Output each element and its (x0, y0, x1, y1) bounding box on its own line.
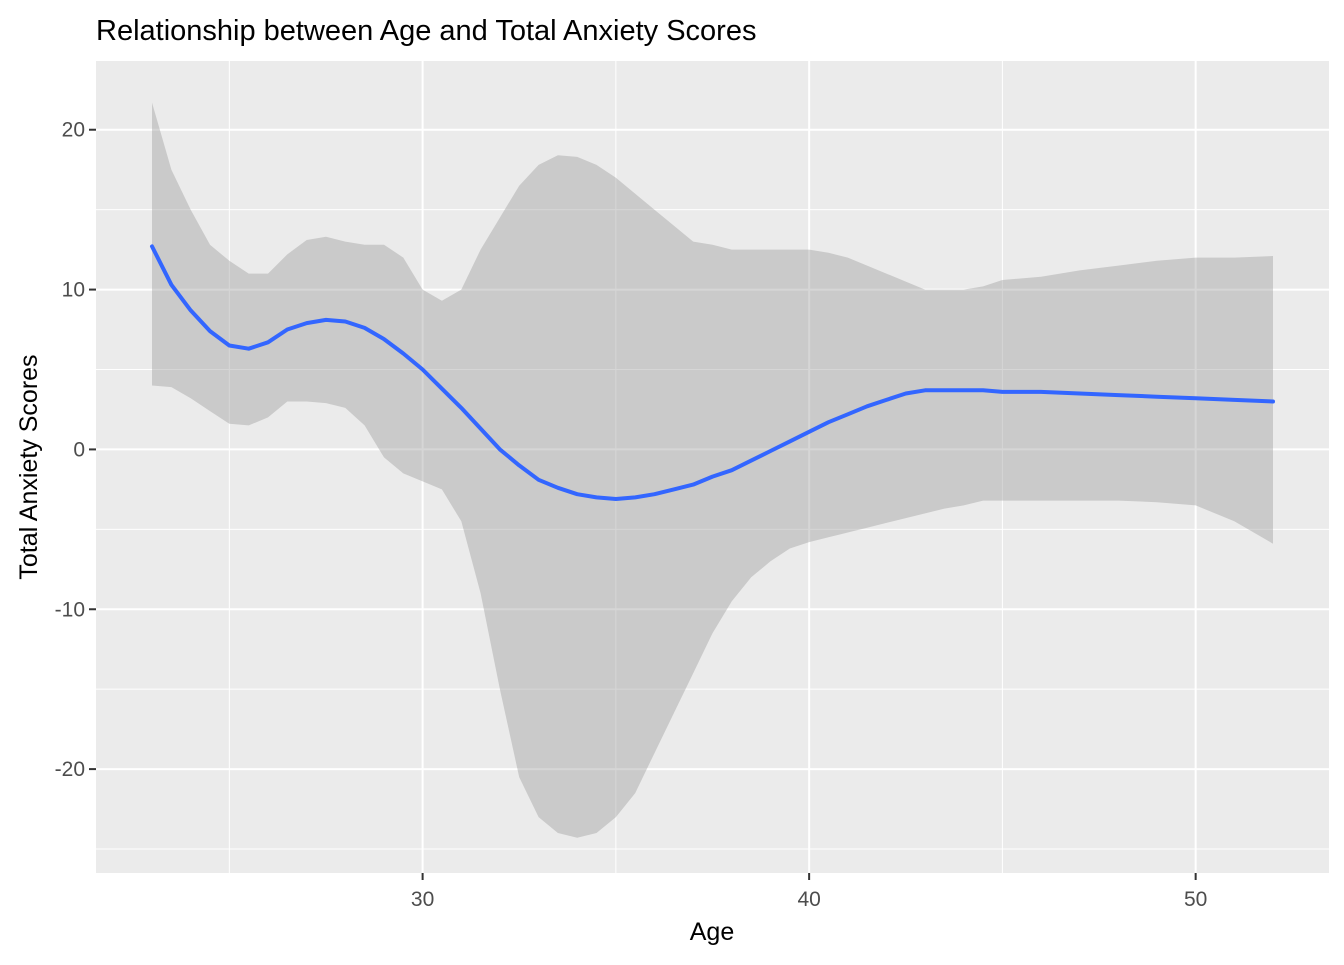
y-tick-label: -10 (55, 598, 85, 621)
y-axis-title: Total Anxiety Scores (15, 354, 43, 579)
x-tick-label: 40 (797, 888, 820, 911)
x-axis-title: Age (690, 918, 734, 946)
x-tick-label: 50 (1184, 888, 1207, 911)
minor-gridlines (96, 61, 1329, 873)
chart-title: Relationship between Age and Total Anxie… (96, 15, 756, 47)
confidence-ribbon (152, 102, 1273, 838)
y-tick-label: 20 (62, 119, 85, 142)
x-axis-tick-labels: 30 40 50 (411, 888, 1207, 911)
axis-ticks (89, 128, 1197, 880)
y-axis-tick-labels: -20 -10 0 10 20 (55, 119, 85, 781)
major-gridlines (96, 61, 1329, 873)
smooth-fit-line (150, 244, 1275, 501)
y-tick-label: -20 (55, 758, 85, 781)
y-tick-label: 10 (62, 279, 85, 302)
confidence-ribbon-layer (152, 102, 1273, 838)
smooth-line-layer (150, 244, 1275, 501)
y-tick-label: 0 (73, 438, 85, 461)
plot-panel (96, 61, 1329, 873)
x-tick-label: 30 (411, 888, 434, 911)
